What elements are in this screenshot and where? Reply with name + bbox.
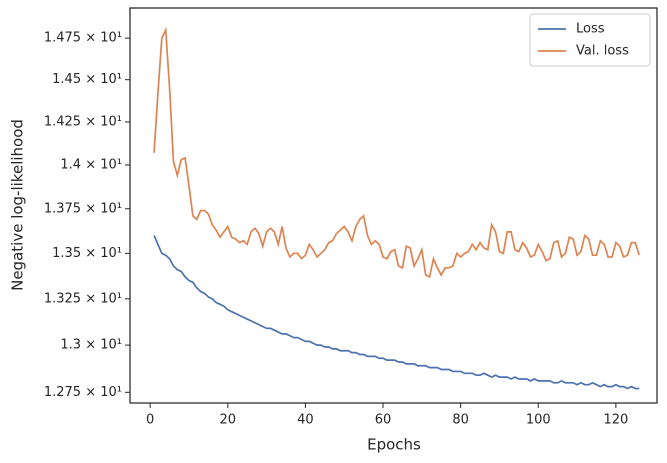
x-tick-label: 60 — [375, 413, 392, 428]
legend-label: Loss — [576, 22, 605, 37]
y-tick-label: 1.475 × 10¹ — [44, 31, 122, 46]
legend-label: Val. loss — [576, 44, 629, 59]
x-tick-label: 40 — [297, 413, 314, 428]
x-axis-label: Epochs — [367, 436, 421, 454]
x-tick-label: 80 — [452, 413, 469, 428]
y-tick-label: 1.275 × 10¹ — [44, 385, 122, 400]
y-tick-label: 1.425 × 10¹ — [44, 114, 122, 129]
y-tick-label: 1.375 × 10¹ — [44, 201, 122, 216]
series-line — [153, 26, 640, 279]
x-tick-label: 120 — [603, 413, 628, 428]
x-tick-label: 0 — [146, 413, 154, 428]
y-tick-label: 1.35 × 10¹ — [52, 246, 122, 261]
y-tick-label: 1.4 × 10¹ — [60, 157, 122, 172]
y-axis-label: Negative log-likelihood — [9, 119, 27, 291]
x-tick-label: 100 — [526, 413, 551, 428]
legend-box — [529, 13, 651, 67]
y-tick-label: 1.3 × 10¹ — [60, 338, 122, 353]
series-line — [153, 235, 640, 390]
y-tick-label: 1.45 × 10¹ — [52, 72, 122, 87]
y-tick-label: 1.325 × 10¹ — [44, 291, 122, 306]
x-tick-label: 20 — [220, 413, 237, 428]
plot-frame — [129, 7, 658, 404]
